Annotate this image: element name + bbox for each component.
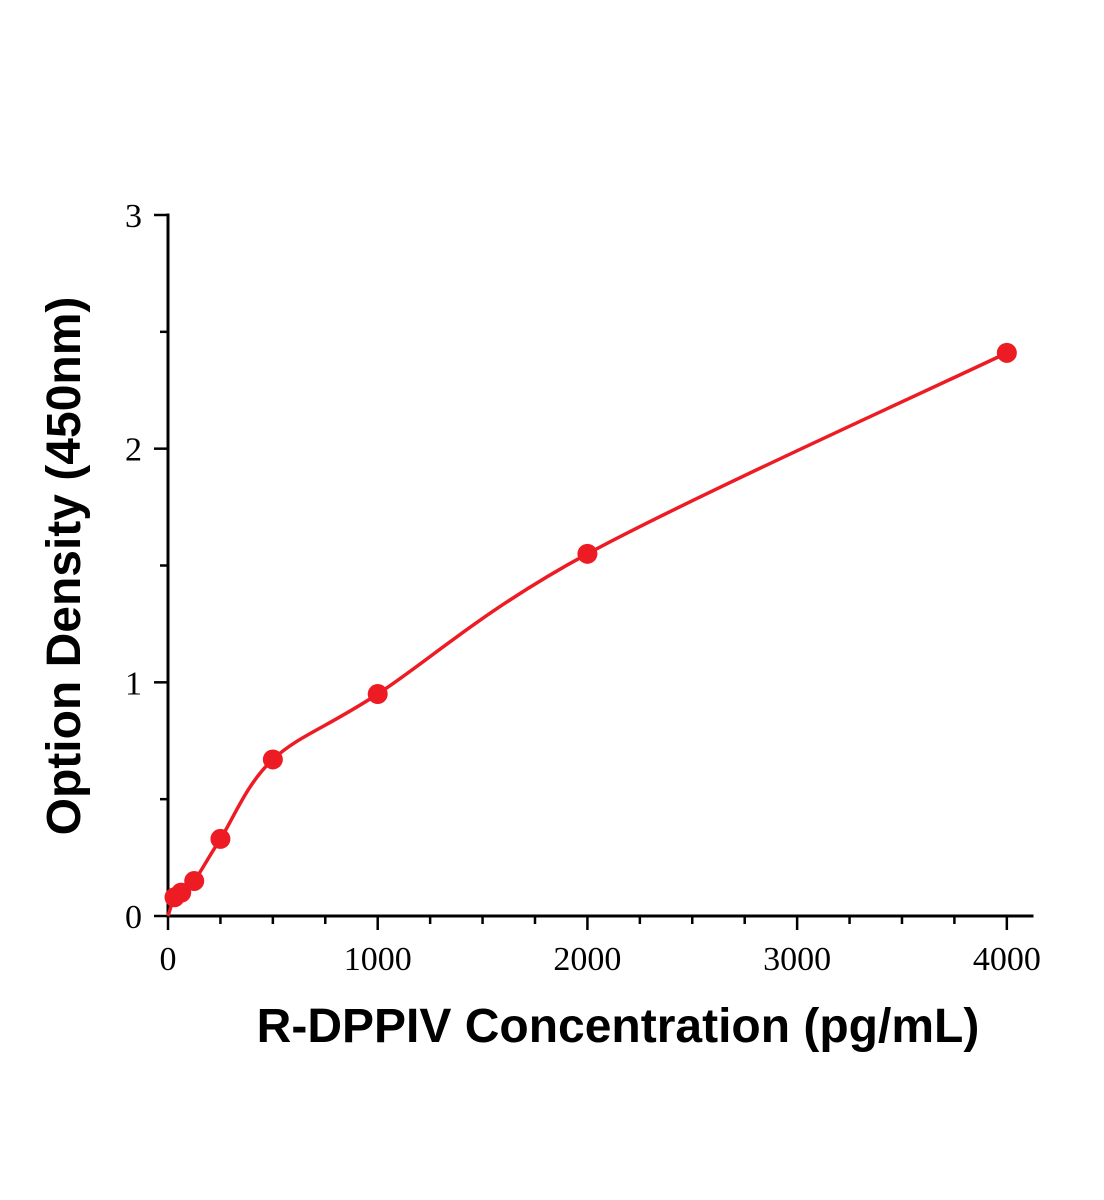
data-point — [996, 342, 1017, 363]
y-tick-label: 3 — [125, 198, 142, 235]
data-point — [171, 882, 192, 903]
x-tick-label: 1000 — [344, 941, 412, 978]
y-tick-label: 0 — [125, 899, 142, 936]
data-point — [367, 684, 388, 705]
y-axis-title: Option Density (450nm) — [38, 297, 91, 836]
fit-curve — [166, 351, 1008, 917]
y-tick-label: 2 — [125, 432, 142, 469]
y-tick-label: 1 — [125, 665, 142, 702]
data-point — [262, 749, 283, 770]
x-tick-label: 3000 — [763, 941, 831, 978]
x-tick-label: 2000 — [553, 941, 621, 978]
x-tick-label: 4000 — [973, 941, 1041, 978]
plot-area: 0 1000 2000 3000 4000 0 1 2 3 — [125, 198, 1041, 978]
x-tick-label: 0 — [160, 941, 177, 978]
data-point — [210, 828, 231, 849]
data-point — [577, 543, 598, 564]
data-point — [184, 870, 205, 891]
x-axis-title: R-DPPIV Concentration (pg/mL) — [257, 1000, 980, 1053]
